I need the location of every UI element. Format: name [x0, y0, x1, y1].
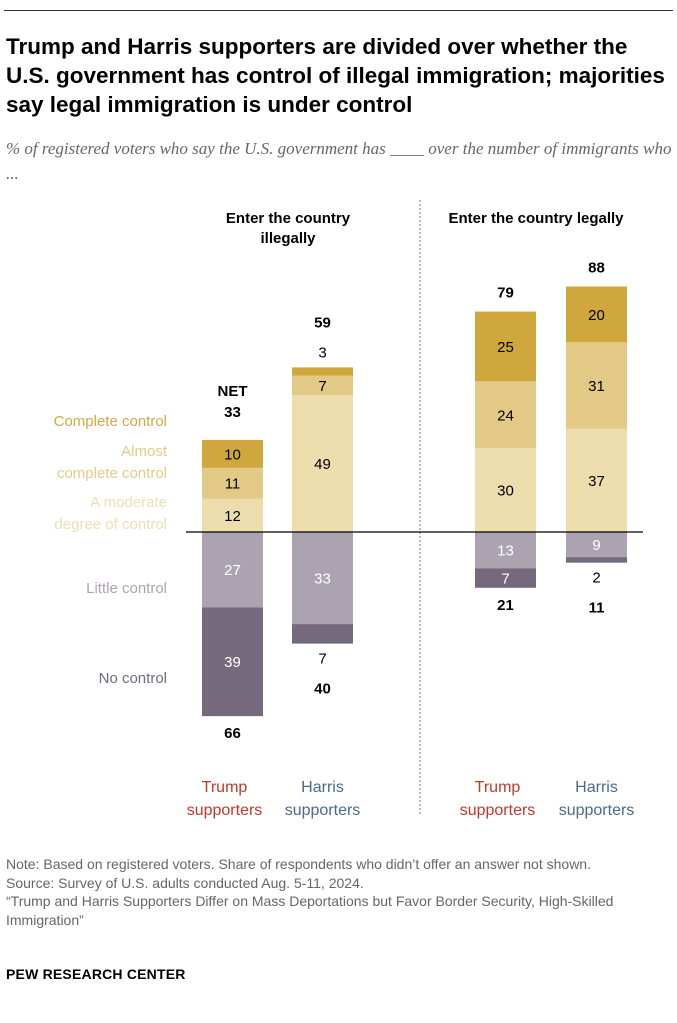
segment-value-label: 25	[497, 339, 514, 356]
chart-subtitle: % of registered voters who say the U.S. …	[6, 139, 672, 183]
net-positive-value: 33	[224, 404, 241, 421]
group-label: Trump	[202, 779, 248, 796]
net-negative-value: 21	[497, 597, 514, 614]
bar-segment	[202, 498, 263, 532]
brand-logo-text: PEW RESEARCH CENTER	[6, 966, 186, 982]
segment-value-label: 33	[314, 571, 331, 588]
segment-value-label: 7	[318, 651, 326, 668]
segment-value-label: 37	[588, 473, 605, 490]
net-negative-value: 11	[589, 600, 605, 617]
legend-label: complete control	[57, 465, 167, 482]
segment-value-label: 7	[501, 571, 509, 588]
segment-value-label: 3	[318, 344, 326, 361]
segment-value-label: 30	[497, 483, 514, 500]
panel-title: Enter the country	[226, 210, 351, 227]
segment-value-label: 31	[588, 378, 605, 395]
bar-segment	[566, 557, 627, 563]
net-negative-value: 40	[314, 681, 331, 698]
group-label: Harris	[575, 779, 618, 796]
legend-label: No control	[99, 670, 167, 687]
bar-segment	[202, 607, 263, 717]
group-label: supporters	[559, 802, 635, 819]
segment-value-label: 20	[588, 307, 605, 324]
stacked-bar-chart: Enter the country illegally Enter the coun…	[54, 200, 643, 819]
bar-segment	[566, 286, 627, 343]
segment-value-label: 49	[314, 456, 331, 473]
bar-segment	[566, 532, 627, 558]
net-negative-value: 66	[224, 725, 241, 742]
segment-value-label: 10	[224, 446, 241, 463]
net-positive-value: 88	[588, 259, 605, 276]
report-title: “Trump and Harris Supporters Differ on M…	[6, 893, 614, 928]
group-label: Trump	[475, 779, 521, 796]
segment-value-label: 24	[497, 407, 514, 424]
chart-title: Trump and Harris supporters are divided …	[6, 34, 665, 117]
legend-label: Complete control	[54, 413, 167, 430]
legend-label: Almost	[121, 443, 168, 460]
bar-segment	[202, 532, 263, 608]
legend-label: A moderate	[90, 494, 167, 511]
group-label: Harris	[301, 779, 344, 796]
segment-value-label: 13	[497, 543, 514, 560]
segment-value-label: 2	[592, 570, 600, 587]
segment-value-label: 27	[224, 562, 241, 579]
group-label: supporters	[285, 802, 361, 819]
segment-value-label: 39	[224, 654, 241, 671]
bar-segment	[292, 395, 353, 532]
bar-segment	[475, 311, 536, 382]
notes: Note: Based on registered voters. Share …	[6, 855, 671, 929]
bar-segment	[292, 624, 353, 644]
segment-value-label: 12	[224, 508, 241, 525]
note-text: Note: Based on registered voters. Share …	[6, 856, 591, 872]
panel-title: Enter the country legally	[448, 210, 624, 227]
net-positive-value: 59	[314, 314, 331, 331]
bar-segment	[566, 428, 627, 532]
bar-segment	[202, 439, 263, 468]
bar-segment	[475, 568, 536, 588]
group-label: supporters	[460, 802, 536, 819]
segment-value-label: 9	[592, 537, 600, 554]
group-label: supporters	[187, 802, 263, 819]
panel-title: illegally	[260, 230, 316, 247]
legend-label: Little control	[86, 580, 167, 597]
bar-segment	[475, 448, 536, 532]
bar-segment	[566, 342, 627, 429]
net-label: NET	[218, 383, 248, 400]
segment-value-label: 7	[318, 378, 326, 395]
net-positive-value: 79	[497, 285, 514, 302]
segment-value-label: 11	[225, 476, 241, 493]
source-text: Source: Survey of U.S. adults conducted …	[6, 874, 364, 891]
bar-segment	[292, 367, 353, 376]
bar-segment	[202, 467, 263, 499]
legend-label: degree of control	[54, 516, 167, 533]
top-rule	[4, 10, 673, 11]
bar-segment	[475, 381, 536, 449]
bar-segment	[475, 532, 536, 569]
bar-segment	[292, 532, 353, 625]
bar-segment	[292, 375, 353, 396]
